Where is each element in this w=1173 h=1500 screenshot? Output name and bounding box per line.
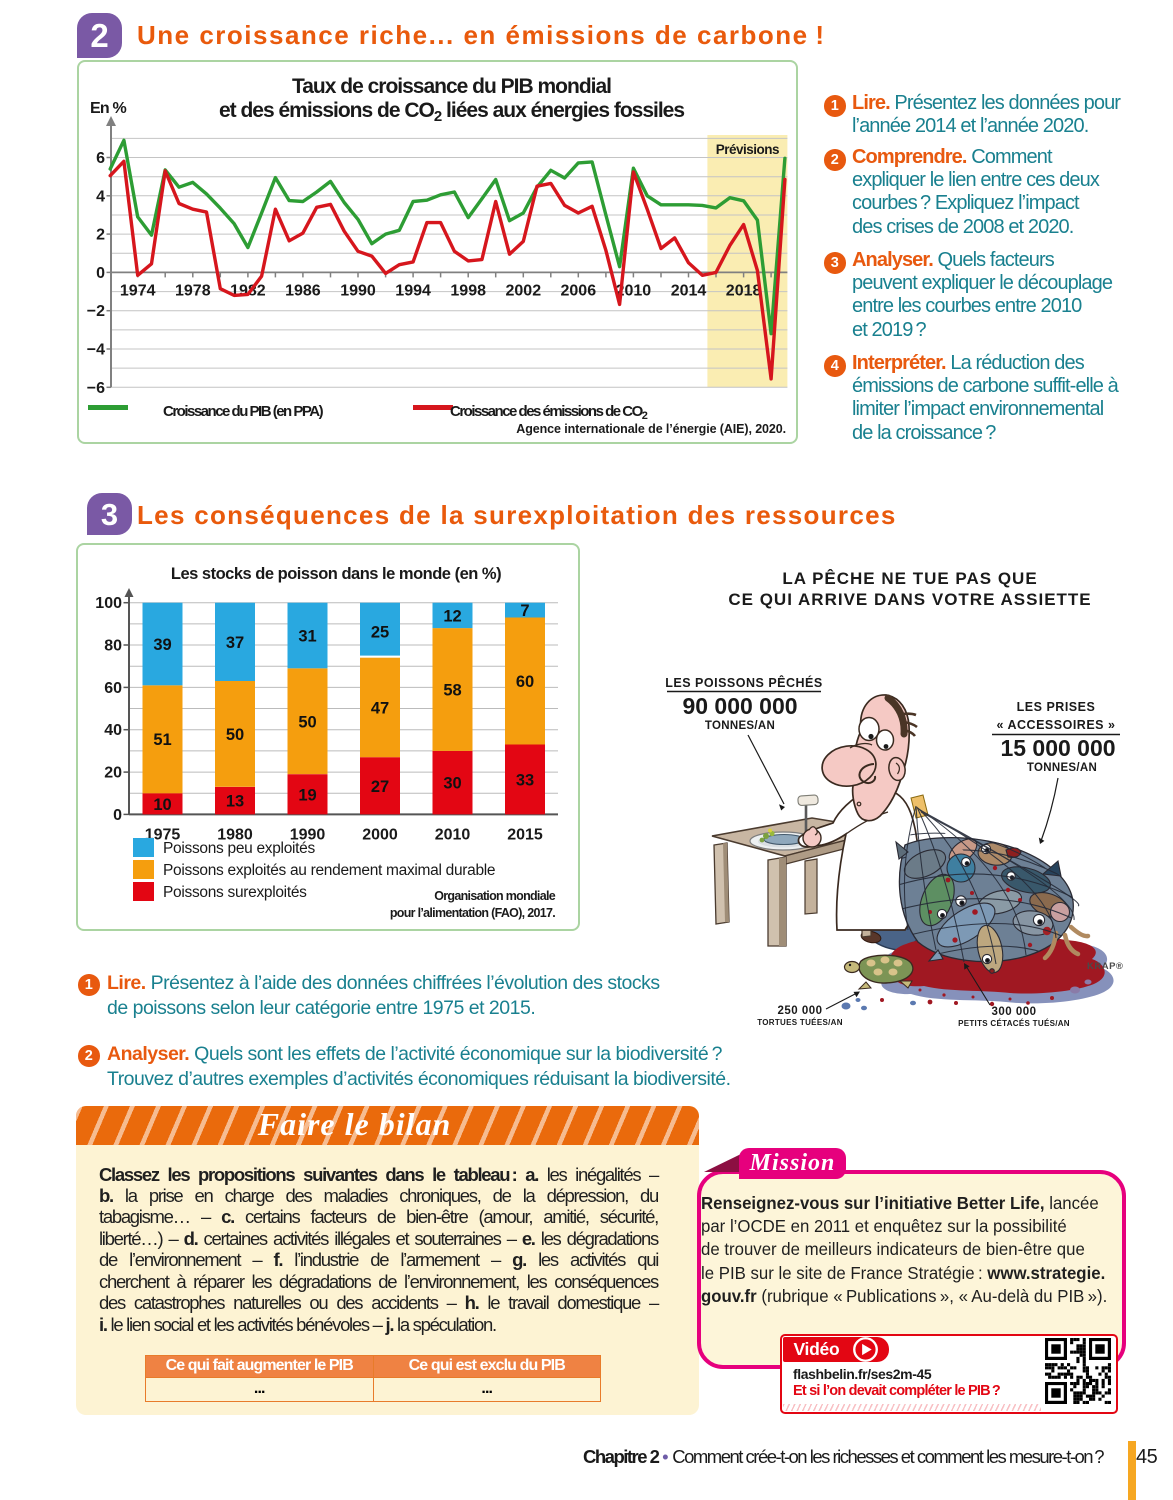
svg-text:51: 51 (153, 731, 171, 749)
svg-text:6: 6 (96, 150, 105, 167)
svg-text:19: 19 (298, 786, 316, 804)
svg-text:30: 30 (443, 775, 461, 793)
svg-text:1994: 1994 (395, 282, 431, 299)
svg-text:15 000 000: 15 000 000 (1000, 735, 1115, 761)
svg-text:80: 80 (104, 638, 122, 655)
svg-text:2018: 2018 (726, 282, 762, 299)
svg-text:47: 47 (371, 700, 389, 718)
svg-text:KRAP®: KRAP® (1087, 961, 1123, 972)
svg-text:50: 50 (226, 726, 244, 744)
svg-text:1986: 1986 (285, 282, 321, 299)
svg-text:0: 0 (96, 265, 105, 282)
svg-text:39: 39 (153, 636, 171, 654)
svg-text:25: 25 (371, 623, 389, 641)
svg-text:2002: 2002 (506, 282, 542, 299)
svg-text:2010: 2010 (435, 826, 471, 843)
svg-text:2014: 2014 (671, 282, 707, 299)
svg-text:2000: 2000 (362, 826, 398, 843)
svg-text:« ACCESSOIRES »: « ACCESSOIRES » (997, 718, 1116, 732)
svg-text:1998: 1998 (450, 282, 486, 299)
svg-text:300 000: 300 000 (991, 1006, 1036, 1018)
svg-text:31: 31 (298, 628, 316, 646)
svg-text:CE QUI ARRIVE DANS VOTRE ASSIE: CE QUI ARRIVE DANS VOTRE ASSIETTE (728, 590, 1091, 609)
svg-text:TONNES/AN: TONNES/AN (1027, 762, 1097, 774)
svg-text:50: 50 (298, 713, 316, 731)
svg-text:100: 100 (95, 595, 122, 612)
svg-text:33: 33 (516, 772, 534, 790)
svg-text:Prévisions: Prévisions (716, 142, 779, 157)
svg-text:1974: 1974 (120, 282, 156, 299)
svg-text:PETITS CÉTACÉS TUÉS/AN: PETITS CÉTACÉS TUÉS/AN (958, 1019, 1070, 1028)
svg-text:LES POISSONS PÊCHÉS: LES POISSONS PÊCHÉS (665, 675, 822, 690)
svg-text:12: 12 (443, 607, 461, 625)
svg-text:250 000: 250 000 (777, 1005, 822, 1017)
svg-text:2: 2 (96, 227, 105, 244)
svg-text:TORTUES TUÉES/AN: TORTUES TUÉES/AN (757, 1018, 843, 1027)
svg-text:−2: −2 (87, 303, 105, 320)
svg-text:27: 27 (371, 778, 389, 796)
svg-text:20: 20 (104, 765, 122, 782)
svg-text:1978: 1978 (175, 282, 211, 299)
svg-text:LES PRISES: LES PRISES (1017, 700, 1096, 714)
svg-text:7: 7 (520, 602, 529, 620)
svg-text:1980: 1980 (217, 826, 253, 843)
svg-text:2015: 2015 (507, 826, 543, 843)
svg-text:40: 40 (104, 722, 122, 739)
svg-text:2010: 2010 (616, 282, 652, 299)
svg-text:−6: −6 (87, 380, 105, 397)
svg-text:90 000 000: 90 000 000 (682, 693, 797, 719)
svg-text:0: 0 (113, 807, 122, 824)
svg-text:−4: −4 (87, 342, 105, 359)
svg-text:2006: 2006 (561, 282, 597, 299)
svg-text:60: 60 (104, 680, 122, 697)
svg-text:LA PÊCHE NE TUE PAS QUE: LA PÊCHE NE TUE PAS QUE (782, 569, 1037, 588)
svg-text:13: 13 (226, 793, 244, 811)
svg-text:37: 37 (226, 634, 244, 652)
svg-text:10: 10 (153, 796, 171, 814)
svg-text:TONNES/AN: TONNES/AN (705, 720, 775, 732)
svg-text:4: 4 (96, 188, 105, 205)
svg-text:58: 58 (443, 682, 461, 700)
svg-text:1990: 1990 (290, 826, 326, 843)
svg-text:60: 60 (516, 673, 534, 691)
svg-text:1990: 1990 (340, 282, 376, 299)
